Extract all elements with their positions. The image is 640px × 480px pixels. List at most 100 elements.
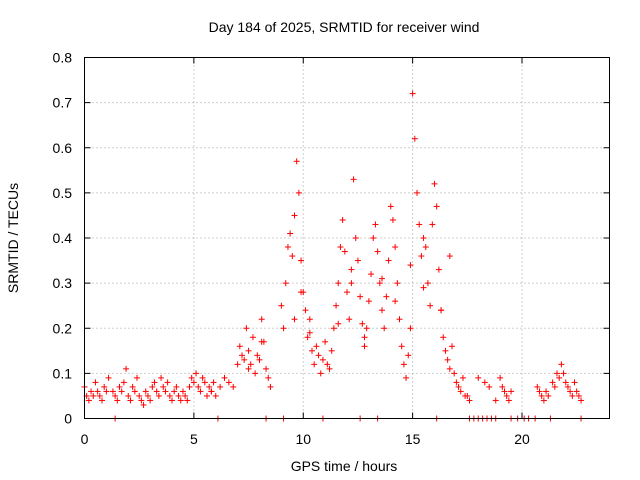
- data-point: [438, 307, 445, 314]
- data-point: [151, 379, 158, 386]
- data-point: [99, 397, 105, 404]
- data-point: [197, 388, 204, 395]
- y-tick-label: 0.4: [53, 230, 73, 246]
- data-point: [466, 397, 473, 404]
- data-point: [427, 302, 434, 309]
- data-point: [313, 343, 320, 350]
- data-point: [131, 388, 138, 395]
- data-point: [280, 325, 287, 332]
- data-point: [177, 397, 184, 404]
- data-point: [540, 397, 547, 404]
- x-tick-label: 20: [514, 431, 530, 447]
- data-point: [330, 325, 337, 332]
- data-point: [446, 253, 453, 260]
- data-point: [114, 397, 121, 404]
- data-point: [370, 235, 377, 241]
- data-point: [212, 392, 219, 399]
- data-point: [400, 361, 407, 368]
- data-point: [317, 370, 324, 377]
- data-point: [534, 383, 541, 390]
- data-point: [335, 320, 342, 327]
- data-point: [127, 397, 134, 404]
- data-point: [383, 293, 390, 300]
- data-point: [346, 316, 353, 323]
- chart-title: Day 184 of 2025, SRMTID for receiver win…: [209, 19, 480, 35]
- data-point: [101, 383, 108, 390]
- data-series: [81, 90, 585, 422]
- data-point: [254, 352, 261, 359]
- x-tick-label: 5: [190, 431, 198, 447]
- data-point: [258, 316, 265, 323]
- data-point: [105, 374, 112, 381]
- data-point: [306, 329, 313, 336]
- x-axis-label: GPS time / hours: [291, 458, 398, 474]
- data-point: [293, 158, 300, 165]
- data-point: [569, 392, 576, 399]
- y-tick-label: 0.1: [53, 365, 73, 381]
- data-point: [536, 388, 543, 395]
- data-point: [103, 388, 110, 395]
- data-point: [381, 325, 388, 332]
- data-point: [282, 280, 289, 287]
- data-point: [195, 383, 202, 390]
- data-point: [562, 379, 569, 386]
- data-point: [142, 388, 149, 395]
- data-point: [551, 383, 558, 390]
- data-point: [315, 352, 322, 359]
- data-point: [379, 275, 385, 282]
- data-point: [85, 397, 92, 404]
- data-point: [96, 392, 103, 399]
- data-point: [385, 257, 392, 264]
- data-point: [256, 356, 263, 363]
- data-point: [263, 365, 270, 372]
- data-point: [169, 397, 175, 404]
- x-tick-label: 10: [295, 431, 311, 447]
- data-point: [492, 397, 499, 404]
- data-point: [549, 379, 556, 386]
- data-point: [298, 289, 305, 296]
- data-point: [199, 374, 206, 381]
- data-point: [249, 334, 256, 341]
- data-point: [160, 383, 167, 390]
- data-point: [298, 257, 305, 264]
- data-point: [508, 388, 515, 395]
- data-point: [92, 379, 99, 386]
- data-point: [134, 374, 140, 381]
- data-point: [433, 203, 440, 210]
- data-point: [543, 388, 550, 395]
- data-point: [560, 370, 567, 377]
- data-point: [387, 203, 394, 210]
- data-point: [339, 216, 346, 223]
- data-point: [379, 307, 385, 314]
- data-point: [409, 90, 416, 97]
- data-point: [350, 176, 357, 183]
- data-point: [341, 248, 348, 255]
- data-point: [578, 397, 585, 404]
- data-point: [90, 392, 97, 399]
- data-point: [162, 388, 169, 395]
- data-point: [558, 361, 565, 368]
- data-point: [166, 392, 173, 399]
- data-point: [149, 383, 156, 390]
- data-point: [243, 325, 250, 332]
- data-point: [344, 289, 350, 296]
- data-point: [322, 338, 329, 345]
- y-tick-label: 0: [64, 411, 72, 427]
- data-point: [446, 365, 453, 372]
- data-point: [407, 325, 414, 332]
- data-point: [348, 266, 355, 273]
- data-point: [144, 392, 151, 399]
- data-point: [234, 361, 241, 368]
- data-point: [372, 221, 379, 228]
- data-point: [171, 388, 178, 395]
- data-point: [311, 361, 318, 368]
- data-point: [136, 392, 143, 399]
- data-point: [538, 392, 545, 399]
- data-point: [429, 221, 436, 228]
- data-point: [190, 379, 197, 386]
- data-point: [392, 298, 399, 305]
- data-point: [394, 280, 401, 287]
- plot-frame: [84, 57, 610, 419]
- axes: 0 5 10 15 20 0 0.1 0.2 0.3 0.4 0.5 0.6 0.7 0.8: [53, 50, 610, 447]
- data-point: [424, 280, 431, 287]
